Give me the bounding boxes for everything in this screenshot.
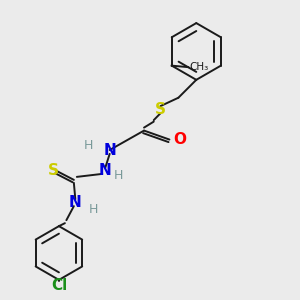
Text: H: H [88, 203, 98, 216]
Text: Cl: Cl [51, 278, 67, 293]
Text: N: N [69, 195, 82, 210]
Text: S: S [47, 164, 58, 178]
Text: H: H [84, 139, 94, 152]
Text: N: N [103, 142, 116, 158]
Text: H: H [114, 169, 123, 182]
Text: CH₃: CH₃ [190, 62, 209, 72]
Text: O: O [173, 132, 186, 147]
Text: N: N [99, 164, 112, 178]
Text: S: S [155, 102, 166, 117]
